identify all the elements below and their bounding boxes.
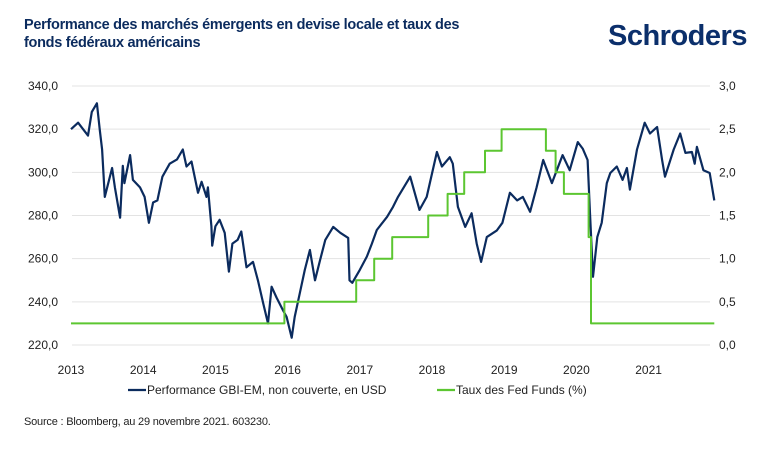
y-left-tick-label: 320,0 [28, 122, 58, 136]
x-tick-label: 2017 [346, 363, 373, 377]
series-line-gbi-em [70, 102, 716, 339]
y-left-tick-label: 280,0 [28, 209, 58, 223]
y-right-tick-label: 0,0 [719, 338, 736, 352]
y-left-tick-label: 220,0 [28, 338, 58, 352]
x-tick-label: 2019 [491, 363, 518, 377]
x-tick-label: 2020 [563, 363, 590, 377]
y-left-tick-label: 340,0 [28, 79, 58, 93]
y-right-tick-label: 2,0 [719, 165, 736, 179]
x-tick-label: 2018 [419, 363, 446, 377]
x-tick-label: 2015 [202, 363, 229, 377]
y-right-tick-label: 3,0 [719, 79, 736, 93]
y-right-tick-label: 1,5 [719, 209, 736, 223]
y-right-tick-label: 2,5 [719, 122, 736, 136]
legend-label: Performance GBI-EM, non couverte, en USD [147, 383, 387, 397]
schroders-logo: Schroders [608, 20, 747, 52]
legend-label: Taux des Fed Funds (%) [456, 383, 587, 397]
series-line-fed-funds [71, 128, 715, 325]
y-left-tick-label: 240,0 [28, 295, 58, 309]
y-left-tick-label: 300,0 [28, 165, 58, 179]
y-left-tick-label: 260,0 [28, 252, 58, 266]
y-right-tick-label: 1,0 [719, 252, 736, 266]
x-tick-label: 2013 [58, 363, 85, 377]
x-tick-label: 2014 [130, 363, 157, 377]
x-tick-label: 2021 [635, 363, 662, 377]
chart-title: Performance des marchés émergents en dev… [24, 17, 460, 51]
x-tick-label: 2016 [274, 363, 301, 377]
y-right-tick-label: 0,5 [719, 295, 736, 309]
source-note: Source : Bloomberg, au 29 novembre 2021.… [24, 416, 271, 428]
